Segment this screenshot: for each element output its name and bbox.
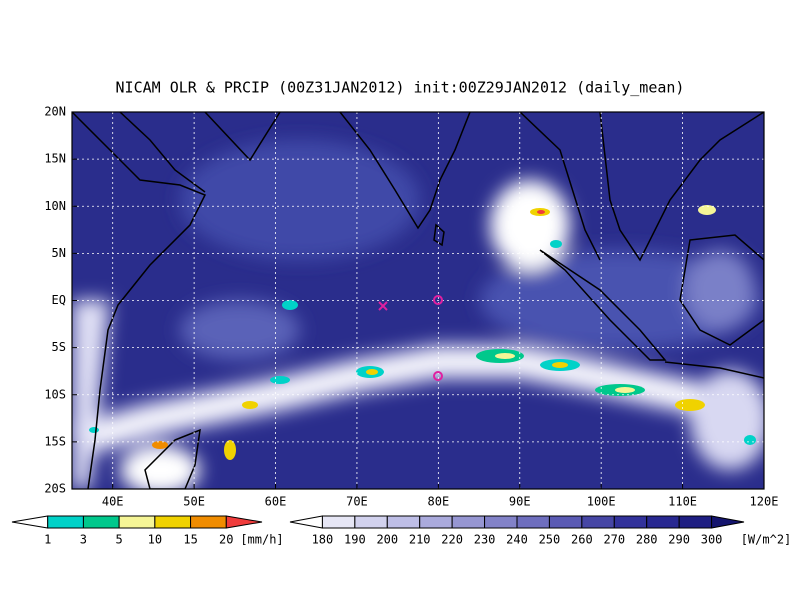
- markers: [378, 295, 443, 381]
- colorbar-label: 300: [701, 533, 723, 547]
- colorbar-label: 220: [441, 533, 463, 547]
- colorbar-box: [484, 515, 518, 529]
- colorbar-box: [190, 515, 227, 529]
- colorbar-label: 270: [603, 533, 625, 547]
- y-tick-label: 5S: [52, 340, 66, 354]
- colorbar-label: 20: [219, 533, 233, 547]
- colorbar-high: [225, 515, 263, 529]
- colorbar-box: [581, 515, 615, 529]
- colorbar-box: [451, 515, 486, 529]
- colorbar-box: [386, 515, 421, 529]
- precip-patches: [89, 205, 756, 460]
- x-tick-label: 110E: [668, 495, 697, 509]
- colorbar-label: 3: [80, 533, 87, 547]
- colorbar-box: [47, 515, 84, 529]
- colorbar-label: 250: [539, 533, 561, 547]
- colorbar-box: [118, 515, 156, 529]
- x-tick-label: 120E: [750, 495, 779, 509]
- x-tick-label: 60E: [265, 495, 287, 509]
- y-tick-label: EQ: [52, 293, 66, 307]
- colorbar-box: [548, 515, 583, 529]
- y-tick-label: 10N: [44, 199, 66, 213]
- x-tick-label: 100E: [587, 495, 616, 509]
- colorbar-box: [646, 515, 680, 529]
- y-tick-label: 5N: [52, 246, 66, 260]
- colorbar-box: [613, 515, 648, 529]
- colorbar-box: [678, 515, 713, 529]
- x-tick-label: 40E: [102, 495, 124, 509]
- y-tick-label: 10S: [44, 387, 66, 401]
- colorbar-label: 15: [183, 533, 197, 547]
- colorbar-units: [W/m^2]: [741, 533, 792, 547]
- title: NICAM OLR & PRCIP (00Z31JAN2012) init:00…: [116, 79, 685, 97]
- colorbar-label: 260: [571, 533, 593, 547]
- colorbar-box: [354, 515, 388, 529]
- y-tick-label: 20S: [44, 482, 66, 496]
- colorbar-label: 10: [148, 533, 162, 547]
- colorbar-box: [154, 515, 192, 529]
- colorbar-units: [mm/h]: [240, 533, 283, 547]
- colorbar-label: 240: [506, 533, 528, 547]
- coastlines: [72, 112, 764, 489]
- colorbar-label: 5: [116, 533, 123, 547]
- colorbar-box: [82, 515, 120, 529]
- grid: [72, 112, 764, 489]
- y-tick-label: 15S: [44, 434, 66, 448]
- x-tick-label: 80E: [428, 495, 450, 509]
- colorbar-label: 290: [668, 533, 690, 547]
- colorbar-label: 1: [44, 533, 51, 547]
- colorbar-label: 200: [376, 533, 398, 547]
- colorbar-box: [321, 515, 356, 529]
- y-tick-label: 15N: [44, 152, 66, 166]
- x-tick-label: 50E: [183, 495, 205, 509]
- colorbar-low: [11, 515, 49, 529]
- colorbar-label: 280: [636, 533, 658, 547]
- map-field: [72, 112, 764, 489]
- colorbar-label: 210: [409, 533, 431, 547]
- colorbar-high: [711, 515, 745, 529]
- y-tick-label: 20N: [44, 105, 66, 119]
- colorbar-label: 190: [344, 533, 366, 547]
- colorbar-box: [419, 515, 453, 529]
- colorbar-box: [516, 515, 550, 529]
- colorbar-label: 180: [312, 533, 334, 547]
- colorbar-low: [289, 515, 323, 529]
- x-tick-label: 90E: [509, 495, 531, 509]
- colorbar-label: 230: [474, 533, 496, 547]
- x-tick-label: 70E: [346, 495, 368, 509]
